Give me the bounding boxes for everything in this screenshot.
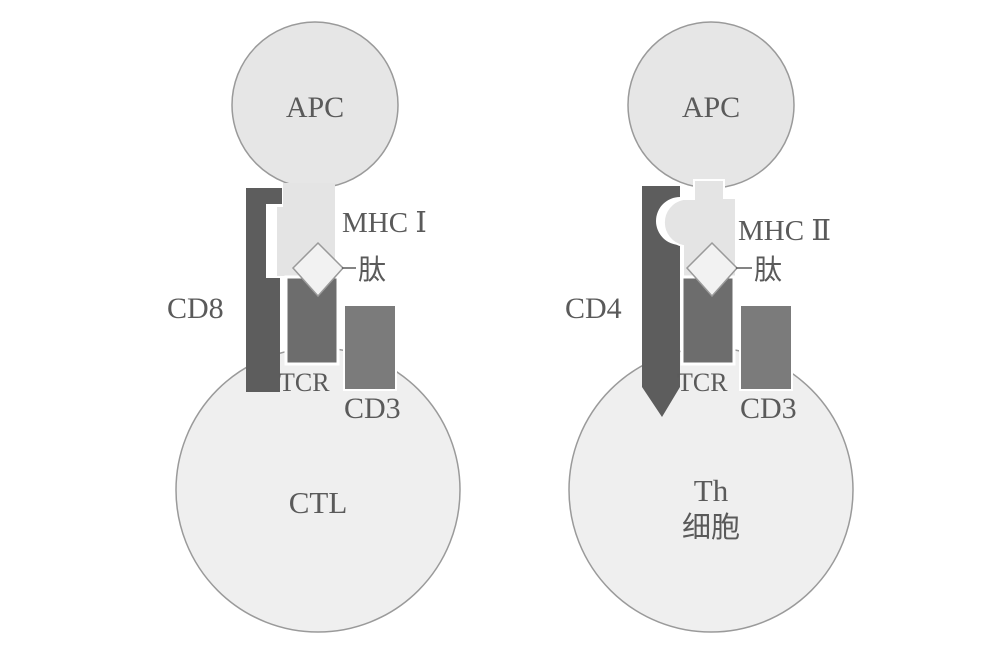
cd4-coreceptor [642,186,680,417]
mhc-label-right: MHC Ⅱ [738,215,831,247]
cd3-label-right: CD3 [740,392,797,425]
cd8-coreceptor [246,188,282,392]
peptide-left [291,241,345,298]
panel-th: APC MHC Ⅱ 肽 CD4 TCR CD3 Th 细胞 [565,21,854,633]
tcr-label-left: TCR [279,368,330,397]
tcr-label-right: TCR [677,368,728,397]
cd4-label: CD4 [565,292,622,325]
th-label-line2: 细胞 [682,510,740,544]
peptide-right [685,241,739,298]
th-label-line1: Th [694,473,729,508]
peptide-label-right: 肽 [754,253,782,286]
peptide-label-left: 肽 [358,253,386,286]
apc-label-left: APC [286,91,344,124]
tcr-left [284,275,340,366]
cd8-label: CD8 [167,292,224,325]
ctl-label: CTL [289,485,348,520]
panel-ctl: APC MHC Ⅰ 肽 CD8 TCR CD3 CTL [167,21,461,633]
apc-label-right: APC [682,91,740,124]
cd3-left [343,304,397,391]
cd3-label-left: CD3 [344,392,401,425]
mhc-label-left: MHC Ⅰ [342,207,427,239]
cd3-right [739,304,793,391]
